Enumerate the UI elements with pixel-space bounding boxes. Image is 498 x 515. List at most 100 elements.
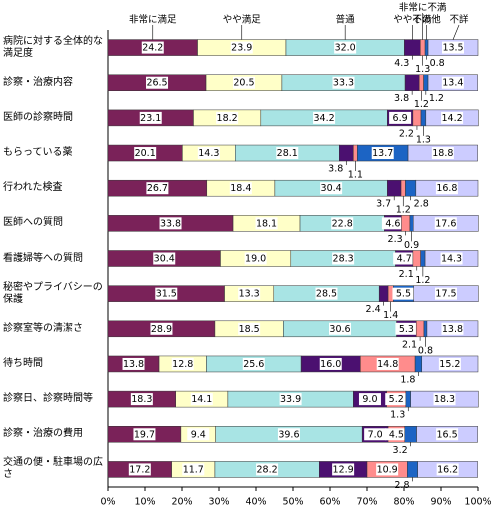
value-label-bg (395, 322, 418, 335)
value-label: 1.2 (396, 205, 411, 216)
value-label: 28.1 (277, 148, 298, 159)
value-label: 14.1 (191, 394, 212, 405)
value-label-bg (153, 252, 176, 265)
value-label-bg (435, 182, 458, 195)
category-label: 交通の便・駐車場の広さ (3, 457, 103, 481)
category-label: 医師の診察時間 (3, 111, 73, 123)
value-label: 18.2 (217, 113, 238, 124)
value-label-bg (433, 393, 456, 406)
value-label: 28.3 (333, 254, 354, 265)
value-label: 14.2 (442, 113, 463, 124)
legend-label: 非常に不満 (399, 2, 447, 14)
bar-segment (415, 320, 425, 338)
value-label-bg (364, 428, 387, 441)
bar-segment (404, 39, 421, 56)
bar-segment (420, 250, 426, 267)
legend-label: 非常に満足 (129, 14, 177, 26)
value-label-bg (279, 393, 302, 406)
legend-leader (452, 24, 460, 40)
value-label: 34.2 (314, 113, 335, 124)
value-label: 17.5 (435, 289, 456, 300)
value-label: 33.8 (160, 218, 181, 229)
value-label: 9.0 (362, 394, 377, 405)
value-label: 7.0 (368, 429, 383, 440)
value-label-bg (141, 41, 164, 54)
category-label: 診察日、診察時間等 (3, 393, 93, 405)
category-label: 診察・治療の費用 (3, 428, 83, 440)
value-label: 28.2 (257, 464, 278, 475)
legend-label: やや不満 (393, 15, 432, 26)
value-label-bg (128, 463, 151, 476)
value-label-bg (313, 111, 336, 124)
bar-segment (404, 426, 417, 443)
bar-segment (400, 179, 406, 197)
value-label-bg (139, 111, 162, 124)
value-label-bg (171, 357, 194, 370)
value-label-bg (385, 428, 408, 441)
value-label-bg (244, 252, 267, 265)
value-label-bg (155, 287, 178, 300)
value-label-bg (190, 393, 213, 406)
value-label: 13.5 (442, 43, 463, 54)
value-label-bg (436, 463, 459, 476)
value-label: 1.8 (400, 374, 415, 385)
value-label-bg (134, 147, 157, 160)
value-label: 3.8 (394, 93, 409, 104)
value-label-bg (385, 393, 408, 406)
x-tick-label: 20% (171, 497, 192, 508)
value-label-bg (229, 182, 252, 195)
category-label: 行われた検査 (3, 182, 63, 194)
value-label: 5.2 (389, 394, 404, 405)
bar-segment (405, 390, 411, 408)
value-label: 18.4 (230, 183, 251, 194)
legend-label: 不詳 (450, 14, 470, 26)
value-label-bg (146, 76, 169, 89)
category-label: 診察・治療内容 (3, 76, 73, 88)
value-label: 2.8 (394, 480, 409, 491)
value-label-bg (182, 463, 205, 476)
value-label-bg (150, 322, 173, 335)
value-label-bg (332, 252, 355, 265)
bar-segment (414, 355, 423, 373)
value-label-bg (440, 252, 463, 265)
value-label: 2.4 (366, 304, 381, 315)
value-label: 1.1 (348, 170, 363, 181)
value-label-bg (434, 217, 457, 230)
legend-label: その他 (412, 14, 441, 26)
value-label: 2.3 (388, 234, 403, 245)
value-label-bg (159, 217, 182, 230)
bar-segment (407, 461, 418, 478)
value-label-bg (332, 76, 355, 89)
value-label-bg (393, 252, 416, 265)
value-label-bg (332, 463, 355, 476)
value-label: 23.9 (231, 43, 252, 54)
value-label-bg (238, 287, 261, 300)
value-label: 30.4 (154, 254, 175, 265)
bar-segment (409, 215, 414, 232)
value-label: 31.5 (156, 289, 177, 300)
value-label: 6.9 (393, 113, 408, 124)
value-label: 19.0 (245, 254, 266, 265)
value-label: 19.7 (134, 429, 155, 440)
value-label-bg (441, 322, 464, 335)
value-label-bg (230, 41, 253, 54)
value-label-bg (255, 217, 278, 230)
value-label-bg (331, 217, 354, 230)
value-label: 20.1 (135, 148, 156, 159)
bar-segment (424, 39, 429, 56)
value-label-bg (315, 287, 338, 300)
value-label-bg (389, 111, 412, 124)
value-label-bg (133, 428, 156, 441)
value-label-bg (328, 322, 351, 335)
value-label: 26.7 (147, 183, 168, 194)
value-label-bg (441, 76, 464, 89)
value-label: 17.2 (129, 464, 150, 475)
value-label: 1.3 (390, 410, 405, 421)
bar-segment (420, 39, 426, 56)
category-label: 秘密やプライバシーの保護 (3, 281, 103, 305)
value-label: 5.3 (399, 324, 414, 335)
bar-segment (412, 250, 421, 267)
legend-label: 普通 (336, 14, 356, 26)
